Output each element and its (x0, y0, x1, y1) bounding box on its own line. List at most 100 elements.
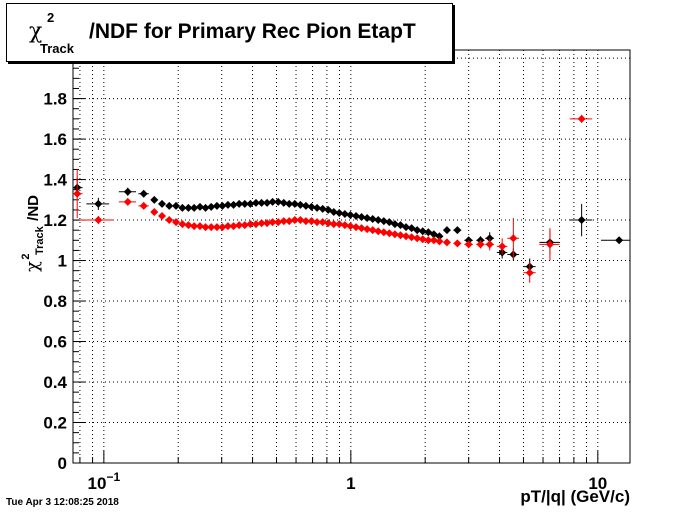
x-tick-base: 10 (88, 474, 107, 493)
data-point (190, 203, 199, 212)
diamond-marker (402, 232, 411, 241)
diamond-marker (150, 195, 159, 204)
diamond-marker (390, 230, 399, 239)
data-point (195, 202, 204, 211)
data-point (313, 203, 322, 212)
diamond-marker (413, 234, 422, 243)
data-point (335, 220, 344, 229)
data-point (453, 226, 462, 235)
title-subscript: Track (40, 41, 74, 56)
y-tick-label: 1.2 (43, 211, 67, 230)
data-point (190, 222, 199, 231)
data-point (429, 236, 438, 245)
diamond-marker (263, 219, 272, 228)
data-point (73, 169, 83, 219)
data-point (138, 201, 149, 210)
data-point (240, 221, 249, 230)
x-tick-label: 10−1 (88, 470, 121, 493)
diamond-marker (368, 215, 377, 224)
data-point (257, 198, 266, 207)
data-point (485, 238, 495, 251)
diamond-marker (123, 187, 132, 196)
diamond-marker (379, 217, 388, 226)
data-point (313, 218, 322, 227)
diamond-marker (329, 220, 338, 229)
diamond-marker (407, 233, 416, 242)
data-point (223, 200, 232, 209)
grid-lines (73, 50, 630, 463)
data-points (73, 114, 630, 283)
diamond-marker (396, 231, 405, 240)
diamond-marker (379, 228, 388, 237)
data-point (402, 223, 411, 232)
diamond-marker (340, 221, 349, 230)
diamond-marker (290, 216, 299, 225)
data-point (274, 197, 283, 206)
plot-frame (72, 49, 631, 464)
data-point (212, 223, 221, 232)
diamond-marker (212, 223, 221, 232)
diamond-marker (442, 238, 451, 247)
diamond-marker (178, 220, 187, 229)
y-tick-label: 0.8 (43, 292, 67, 311)
diamond-marker (251, 198, 260, 207)
diamond-marker (229, 222, 238, 231)
diamond-marker (218, 201, 227, 210)
data-point (346, 222, 355, 231)
data-point (218, 223, 227, 232)
diamond-marker (545, 240, 554, 249)
data-point (352, 223, 361, 232)
data-point (268, 197, 277, 206)
diamond-marker (178, 203, 187, 212)
diamond-marker (290, 199, 299, 208)
data-point (307, 217, 316, 226)
diamond-marker (335, 208, 344, 217)
diamond-marker (301, 201, 310, 210)
data-point (165, 201, 174, 210)
diamond-marker (190, 203, 199, 212)
diamond-marker (453, 226, 462, 235)
diamond-marker (150, 207, 159, 216)
diamond-marker (464, 240, 473, 249)
data-point (263, 198, 272, 207)
data-point (296, 200, 305, 209)
data-point (396, 231, 405, 240)
data-point (539, 228, 560, 261)
diamond-marker (195, 202, 204, 211)
data-point (329, 207, 338, 216)
data-point (374, 216, 383, 225)
data-point (212, 201, 221, 210)
data-point (207, 202, 216, 211)
diamond-marker (139, 201, 148, 210)
data-point (523, 262, 536, 283)
x-tick-base: 1 (346, 474, 355, 493)
data-point (251, 198, 260, 207)
data-point (453, 239, 462, 248)
data-point (363, 214, 372, 223)
data-point (424, 236, 433, 245)
data-point (346, 210, 355, 219)
diamond-marker (442, 226, 451, 235)
diamond-marker (158, 199, 167, 208)
diamond-marker (313, 203, 322, 212)
data-point (390, 230, 399, 239)
diamond-marker (352, 223, 361, 232)
data-point (251, 220, 260, 229)
diamond-marker (318, 218, 327, 227)
y-tick-label: 0 (58, 454, 67, 473)
x-tick-labels: 10−1 1 10 (88, 470, 608, 493)
data-point (165, 216, 174, 225)
y-tick-label: 1 (58, 252, 67, 271)
data-point (279, 217, 288, 226)
data-point (118, 197, 137, 206)
y-tick-label: 1.4 (43, 171, 67, 190)
diamond-marker (525, 268, 534, 277)
data-point (158, 199, 167, 208)
diamond-marker (374, 216, 383, 225)
x-tick-label: 1 (346, 474, 355, 493)
data-point (379, 217, 388, 226)
diamond-marker (235, 199, 244, 208)
data-point (413, 234, 422, 243)
diamond-marker (274, 197, 283, 206)
